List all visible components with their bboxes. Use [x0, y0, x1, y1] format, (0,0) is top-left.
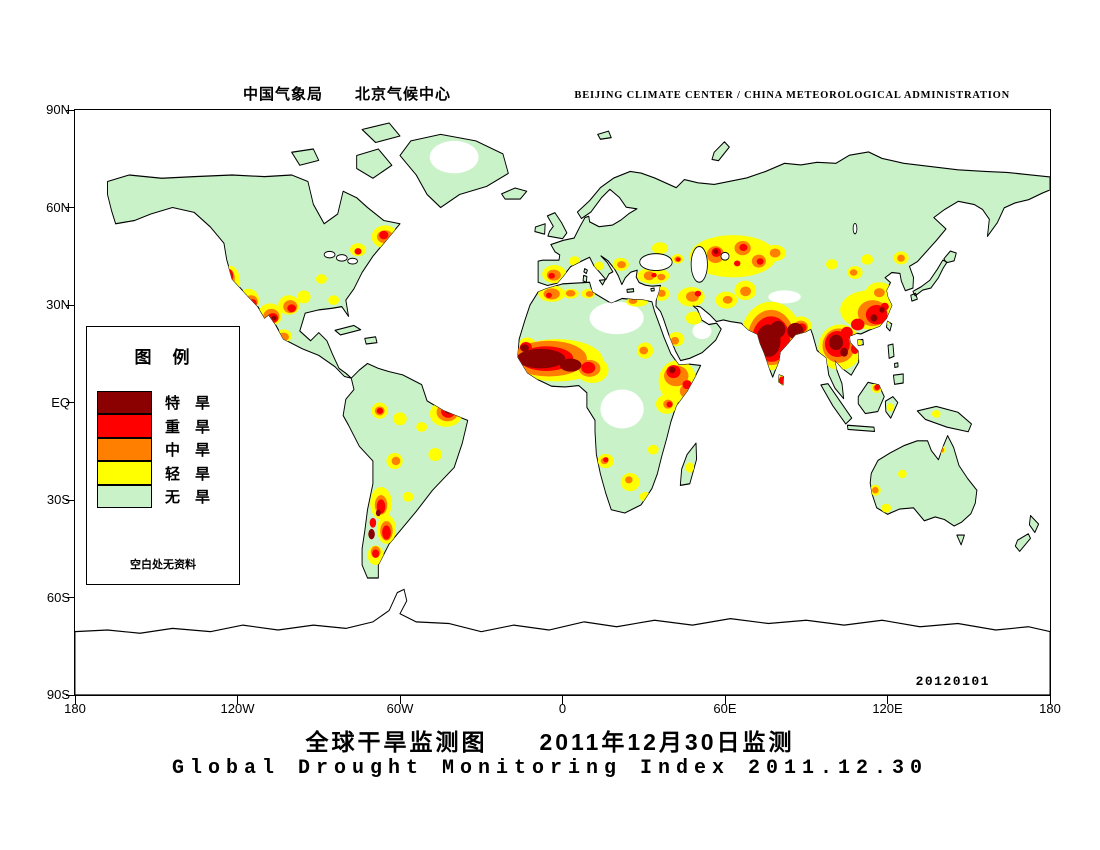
no-data-patches: [429, 140, 801, 429]
x-axis-tick: [562, 696, 564, 704]
legend-note: 空白处无资料: [130, 559, 196, 571]
footer-title-english: Global Drought Monitoring Index 2011.12.…: [171, 757, 929, 780]
x-axis-label: 120E: [872, 701, 903, 716]
y-axis-tick: [66, 597, 74, 599]
x-axis-tick: [1049, 696, 1051, 704]
header-title-english: BEIJING CLIMATE CENTER / CHINA METEOROLO…: [574, 90, 1010, 101]
legend-label: 中 旱: [165, 442, 211, 460]
y-axis-tick: [66, 402, 74, 404]
x-axis-tick: [237, 696, 239, 704]
x-axis-label: 60W: [386, 701, 414, 716]
y-axis-tick: [66, 694, 74, 696]
legend-title: 图 例: [134, 348, 192, 367]
legend-label: 特 旱: [165, 395, 211, 413]
legend-swatch: [97, 414, 152, 438]
y-axis-label: EQ: [51, 394, 70, 410]
y-axis-tick: [66, 207, 74, 209]
x-axis-label: 60E: [713, 701, 737, 716]
legend-swatch: [97, 437, 152, 461]
x-axis-tick: [74, 696, 76, 704]
y-axis-tick: [66, 304, 74, 306]
x-axis-label: 120W: [220, 701, 255, 716]
footer-title-chinese: 全球干旱监测图 2011年12月30日监测: [305, 729, 795, 755]
y-axis-label: 30S: [46, 492, 70, 507]
x-axis-label: 180: [1039, 701, 1061, 716]
legend-item: 中 旱: [97, 437, 211, 462]
legend-item: 轻 旱: [97, 461, 211, 486]
world-map: 图 例 特 旱重 旱中 旱轻 旱无 旱 空白处无资料 20120101: [74, 109, 1051, 696]
y-axis-tick: [66, 499, 74, 501]
y-axis-label: 60N: [46, 199, 70, 215]
header-title-chinese: 中国气象局 北京气候中心: [243, 87, 452, 103]
world-map-svg: [75, 121, 1050, 695]
legend-items: 特 旱重 旱中 旱轻 旱无 旱: [97, 390, 211, 509]
y-axis-tick: [66, 109, 74, 111]
legend-swatch: [97, 390, 152, 414]
legend-label: 重 旱: [165, 418, 211, 436]
y-axis-label: 90S: [46, 687, 70, 702]
x-axis-tick: [724, 696, 726, 704]
legend-item: 特 旱: [97, 390, 211, 415]
x-axis-label: 0: [558, 701, 567, 716]
y-axis-label: 30N: [46, 297, 70, 312]
x-axis-tick: [399, 696, 401, 704]
y-axis-label: 60S: [46, 589, 70, 605]
legend-item: 无 旱: [97, 484, 211, 509]
date-stamp: 20120101: [915, 674, 990, 689]
legend-label: 轻 旱: [165, 465, 211, 483]
x-axis-tick: [887, 696, 889, 704]
legend-swatch: [97, 461, 152, 485]
inland-seas: [323, 222, 858, 283]
legend-swatch: [97, 484, 152, 508]
legend-label: 无 旱: [165, 489, 211, 507]
legend-box: 图 例 特 旱重 旱中 旱轻 旱无 旱 空白处无资料: [86, 326, 240, 585]
x-axis-label: 180: [64, 701, 86, 716]
legend-item: 重 旱: [97, 414, 211, 439]
antarctica: [75, 588, 1050, 695]
y-axis-label: 90N: [46, 102, 70, 117]
